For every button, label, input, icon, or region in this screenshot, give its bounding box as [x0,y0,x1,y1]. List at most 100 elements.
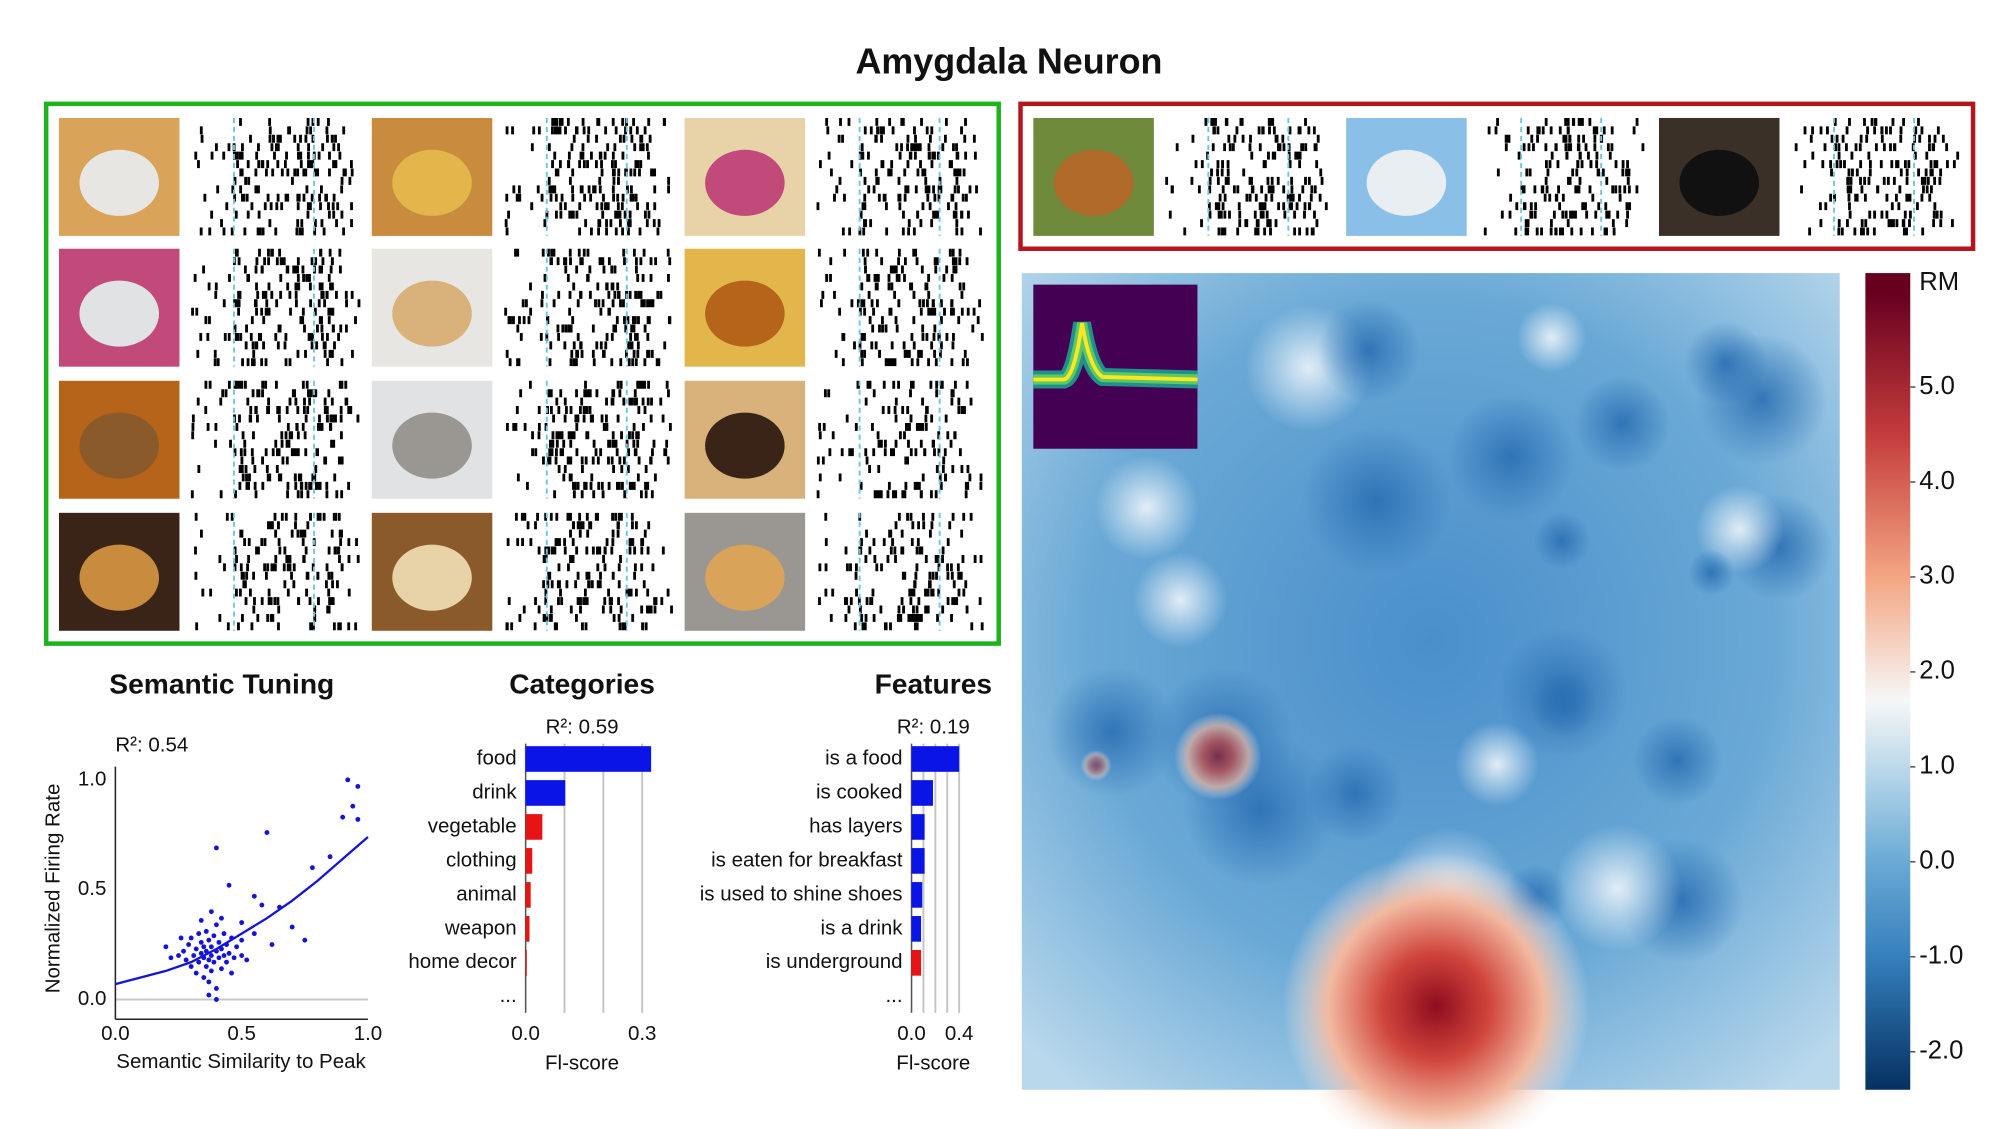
bar [911,746,960,772]
point [234,944,240,950]
point [203,928,209,934]
x-tick-label: 0.5 [227,1022,256,1045]
map-blob [1455,722,1540,807]
spike-raster [1483,117,1645,236]
point [168,955,174,961]
bar [525,882,531,908]
point [226,882,232,888]
map-blob [1529,670,1597,738]
point [229,970,234,976]
point [198,950,204,956]
x-tick-label: 1.0 [354,1022,383,1045]
y-tick-label: 0.0 [78,987,106,1010]
photo-subject [705,149,785,216]
map-blob [1688,549,1735,596]
colorbar-tick-label: -1.0 [1919,942,1963,970]
chart-title: Features [875,667,992,699]
point [198,939,204,945]
photo-subject [79,412,159,479]
map-blob [1533,512,1591,570]
spike-raster [194,117,354,236]
waveform-inset [1033,284,1198,449]
point [186,942,192,948]
point [302,937,308,943]
point [251,931,257,937]
bar [525,916,530,942]
spike-raster [505,512,673,631]
category-label: home decor [408,950,516,973]
photo-subject [79,280,159,347]
category-label: is a food [825,746,903,769]
photo-subject [1366,149,1447,216]
bar [911,780,933,806]
food-panel [43,101,1001,646]
bar [525,814,543,840]
point [264,830,270,836]
category-label: ... [500,984,517,1007]
colorbar [1865,273,1911,1090]
colorbar-tick-label: 0.0 [1919,847,1955,875]
x-tick-label: 0.0 [511,1022,540,1045]
photo-subject [392,149,472,216]
point [201,975,207,980]
point [219,966,224,972]
map-blob [1554,825,1681,952]
map-blob [1632,715,1723,806]
point [183,957,189,963]
category-label: vegetable [428,814,517,837]
category-label: is used to shine shoes [700,882,903,905]
point [203,964,209,969]
map-blob [1695,333,1828,466]
point [206,937,212,943]
point [355,816,361,822]
bar [911,950,922,976]
photo-subject [79,544,159,611]
point [201,944,207,950]
x-tick-label: 0.0 [101,1022,130,1045]
point [226,950,232,956]
photo-subject [705,412,785,479]
point [340,814,346,820]
point [208,953,214,958]
spike-raster [1794,117,1960,236]
point [213,845,219,851]
x-axis-label: Semantic Similarity to Peak [116,1050,366,1073]
category-label: animal [456,882,516,905]
nonfood-panel [1018,101,1976,251]
bar [911,814,925,840]
point [181,948,187,954]
spike-raster [504,248,672,367]
point [176,953,181,958]
spike-raster [817,248,984,367]
map-blob [1047,666,1178,798]
spike-raster [816,117,982,236]
bar [525,746,652,772]
point [206,979,212,985]
photo-subject [705,544,785,611]
map-blob [1094,455,1199,560]
point [239,953,245,958]
point [231,955,237,961]
spike-raster [191,248,361,367]
figure-title: Amygdala Neuron [855,42,1162,82]
bar [525,780,566,806]
y-axis-label: Normalized Firing Rate [41,784,64,994]
point [224,959,229,965]
category-label: weapon [444,916,517,939]
annotation: R²: 0.59 [546,716,619,739]
spike-raster [506,380,672,499]
map-blob [1080,750,1112,781]
colorbar-tick-label: -2.0 [1919,1037,1963,1065]
point [196,959,202,965]
map-blob [1573,375,1672,473]
fit-curve [115,836,369,986]
point [208,944,214,950]
point [178,935,184,941]
point [269,942,275,948]
spike-raster [816,380,983,499]
point [206,992,212,998]
point [327,854,333,860]
photo-subject [79,149,159,216]
category-label: food [477,746,517,769]
